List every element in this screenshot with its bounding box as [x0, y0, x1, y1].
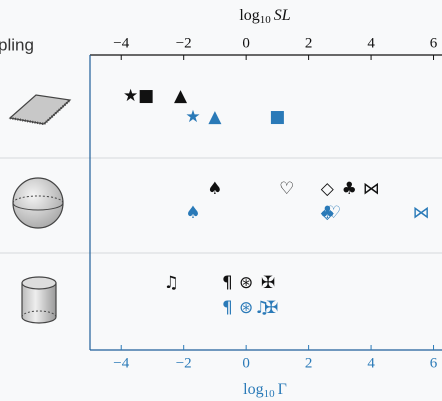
point: ♠ — [207, 179, 222, 199]
sphere-icon — [13, 178, 63, 228]
top-tick-label: 4 — [367, 35, 375, 51]
label-text: log — [239, 7, 259, 24]
point: ★ — [123, 86, 138, 106]
label-sub: 10 — [264, 388, 276, 400]
point: ✠ — [264, 298, 278, 318]
point: ♫ — [164, 273, 179, 293]
point: ¶ — [222, 273, 233, 293]
label-var: SL — [274, 7, 291, 24]
label-var: Γ — [278, 381, 287, 398]
point: ⊛ — [239, 298, 253, 318]
point: ▲ — [174, 86, 188, 106]
bottom-tick-label: −4 — [113, 355, 129, 371]
point: ⊛ — [239, 273, 253, 293]
label-text: log — [243, 381, 263, 398]
point: ▲ — [208, 107, 222, 127]
chart: pling log10SL log10Γ −4−4−2−200224466★■▲… — [0, 0, 442, 401]
point: ⋈ — [413, 203, 430, 223]
row-header: pling — [0, 35, 34, 54]
point: ⋈ — [363, 179, 380, 199]
point: ¶ — [222, 298, 233, 318]
top-tick-label: −2 — [176, 35, 192, 51]
bottom-tick-label: −2 — [176, 355, 192, 371]
bottom-tick-label: 0 — [242, 355, 250, 371]
point: ■ — [269, 107, 285, 127]
cylinder-icon — [22, 277, 56, 323]
bottom-tick-label: 6 — [430, 355, 438, 371]
point: ★ — [185, 107, 200, 127]
point: ◇ — [321, 179, 335, 199]
bottom-tick-label: 2 — [305, 355, 313, 371]
point: ✠ — [261, 273, 275, 293]
point: ■ — [138, 86, 154, 106]
bottom-tick-label: 4 — [367, 355, 375, 371]
point: ♣ — [320, 203, 335, 223]
point: ♡ — [279, 179, 294, 199]
top-tick-label: 6 — [430, 35, 438, 51]
top-tick-label: 2 — [305, 35, 313, 51]
background — [0, 0, 442, 401]
label-sub: 10 — [260, 14, 272, 26]
top-tick-label: 0 — [242, 35, 250, 51]
point: ♣ — [342, 179, 357, 199]
point: ♠ — [185, 203, 200, 223]
top-tick-label: −4 — [113, 35, 129, 51]
